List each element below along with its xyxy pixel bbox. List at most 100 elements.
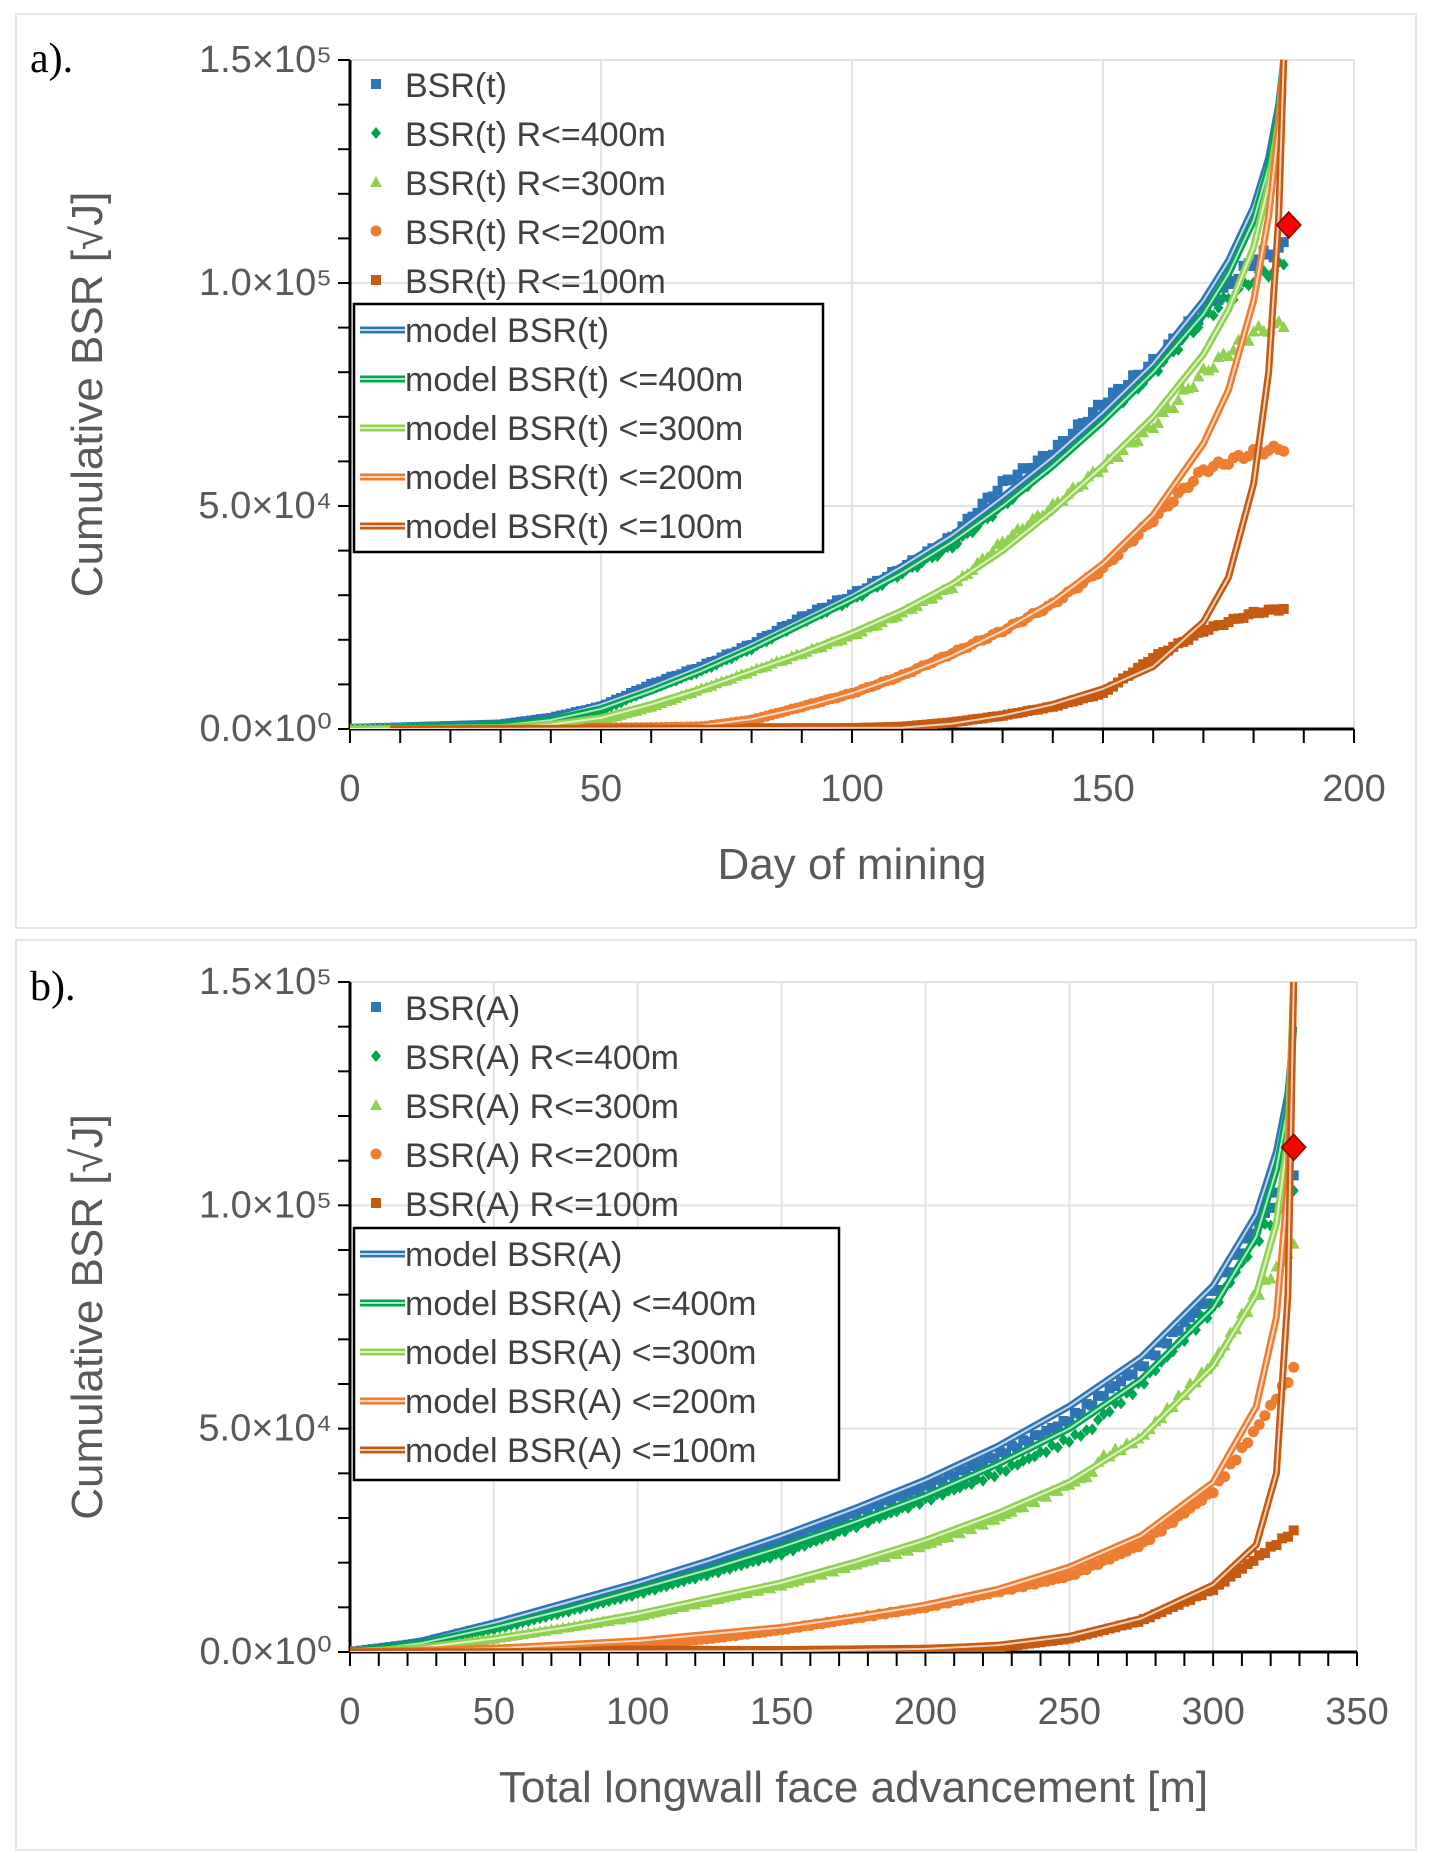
data-point bbox=[1103, 397, 1114, 408]
data-point bbox=[983, 1453, 994, 1464]
legend-marker bbox=[370, 225, 382, 237]
data-point bbox=[1116, 1397, 1127, 1410]
data-point bbox=[903, 1488, 914, 1499]
data-point bbox=[1233, 613, 1244, 624]
legend-marker bbox=[371, 1198, 381, 1208]
data-point bbox=[1150, 1350, 1161, 1361]
y-tick-label: 5.0×10⁴ bbox=[198, 1408, 332, 1450]
data-point bbox=[1167, 496, 1179, 508]
data-point bbox=[1228, 278, 1239, 289]
data-point bbox=[982, 492, 993, 503]
legend-label: BSR(t) R<=400m bbox=[405, 116, 666, 154]
data-point bbox=[1202, 1298, 1213, 1309]
model-line-highlight-0 bbox=[350, 1026, 1295, 1652]
model-line-highlight-4 bbox=[350, 981, 1295, 1652]
legend-label: model BSR(A) <=400m bbox=[405, 1285, 757, 1323]
legend-marker bbox=[371, 275, 381, 285]
data-point bbox=[1052, 1421, 1063, 1432]
data-point bbox=[972, 1459, 983, 1470]
data-point bbox=[1228, 613, 1239, 624]
legend-label: model BSR(t) <=100m bbox=[405, 508, 743, 546]
data-point bbox=[891, 1491, 902, 1502]
data-point bbox=[1017, 463, 1028, 474]
data-point bbox=[1265, 1541, 1276, 1552]
data-point bbox=[1000, 1448, 1011, 1459]
data-point bbox=[1213, 620, 1224, 631]
data-point bbox=[1087, 407, 1098, 418]
y-axis-title: Cumulative BSR [√J] bbox=[63, 1114, 112, 1520]
data-point bbox=[1162, 1338, 1173, 1349]
data-point bbox=[1104, 1405, 1115, 1418]
data-point bbox=[1006, 1440, 1017, 1451]
data-point bbox=[1208, 1285, 1219, 1296]
data-point bbox=[1243, 609, 1254, 620]
data-point bbox=[1133, 1360, 1144, 1371]
data-point bbox=[1087, 1400, 1098, 1411]
data-point bbox=[1288, 1361, 1300, 1373]
data-point bbox=[1207, 1487, 1219, 1499]
panel-b-chart: 0 50 100 150 200 250 300 350 0.0×10⁰ 5.0×10⁴ 1.0×1… bbox=[30, 961, 1389, 1812]
data-point bbox=[988, 1513, 1001, 1525]
data-point bbox=[1017, 1501, 1030, 1513]
data-point bbox=[1193, 627, 1204, 638]
data-point bbox=[1113, 383, 1124, 394]
y-tick-label: 0.0×10⁰ bbox=[199, 1631, 332, 1673]
data-point bbox=[931, 1474, 942, 1485]
data-point bbox=[1213, 1284, 1224, 1295]
data-point bbox=[1212, 351, 1225, 363]
panel-label: b). bbox=[30, 964, 76, 1010]
data-point bbox=[1259, 1410, 1271, 1422]
model-line-highlight-2 bbox=[350, 981, 1295, 1652]
data-point bbox=[1173, 1325, 1184, 1336]
data-point bbox=[1121, 1370, 1132, 1381]
data-point bbox=[1230, 1454, 1242, 1466]
data-point bbox=[1185, 1594, 1196, 1605]
legend-label: model BSR(A) bbox=[405, 1236, 622, 1274]
data-point bbox=[1064, 1435, 1075, 1448]
legend-label: BSR(t) R<=300m bbox=[405, 165, 666, 203]
data-point bbox=[1052, 1441, 1063, 1454]
y-tick-label: 1.5×10⁵ bbox=[199, 961, 332, 1003]
x-tick-label: 200 bbox=[894, 1691, 957, 1733]
data-point bbox=[1273, 605, 1284, 616]
model-line-highlight-1 bbox=[350, 59, 1285, 729]
data-point bbox=[1188, 630, 1199, 641]
legend-marker bbox=[370, 176, 382, 187]
data-point bbox=[1187, 475, 1199, 487]
data-point bbox=[885, 1495, 896, 1506]
data-point bbox=[920, 1480, 931, 1491]
data-point bbox=[770, 1537, 781, 1548]
data-point bbox=[1167, 401, 1180, 413]
data-point bbox=[937, 1476, 948, 1487]
data-point bbox=[1127, 1369, 1138, 1380]
data-point bbox=[1148, 653, 1159, 664]
data-point bbox=[1081, 1424, 1092, 1437]
data-point bbox=[977, 1474, 988, 1487]
data-point bbox=[1081, 1398, 1092, 1409]
data-point bbox=[1218, 619, 1229, 630]
data-point bbox=[1271, 1540, 1282, 1551]
data-point bbox=[1035, 1445, 1046, 1458]
legend-marker bbox=[371, 79, 381, 89]
data-point bbox=[811, 1523, 822, 1534]
model-line-highlight-2 bbox=[350, 59, 1285, 729]
data-point bbox=[1248, 606, 1259, 617]
data-point bbox=[1027, 463, 1038, 474]
x-tick-label: 300 bbox=[1181, 1691, 1244, 1733]
data-point bbox=[1143, 656, 1154, 667]
data-point bbox=[1213, 294, 1224, 305]
data-point bbox=[1213, 301, 1224, 314]
data-point bbox=[1152, 416, 1165, 428]
data-point bbox=[1072, 419, 1083, 430]
plot-area bbox=[350, 981, 1300, 1652]
data-point bbox=[942, 1531, 955, 1543]
model-line-highlight-4 bbox=[390, 59, 1285, 729]
x-tick-label: 50 bbox=[580, 768, 622, 810]
data-point bbox=[1075, 1409, 1086, 1420]
data-point bbox=[1133, 662, 1144, 673]
data-point bbox=[954, 1465, 965, 1476]
legend-marker bbox=[370, 1099, 382, 1110]
data-point bbox=[1028, 1496, 1041, 1508]
data-point bbox=[834, 1513, 845, 1524]
data-point bbox=[1278, 258, 1289, 271]
